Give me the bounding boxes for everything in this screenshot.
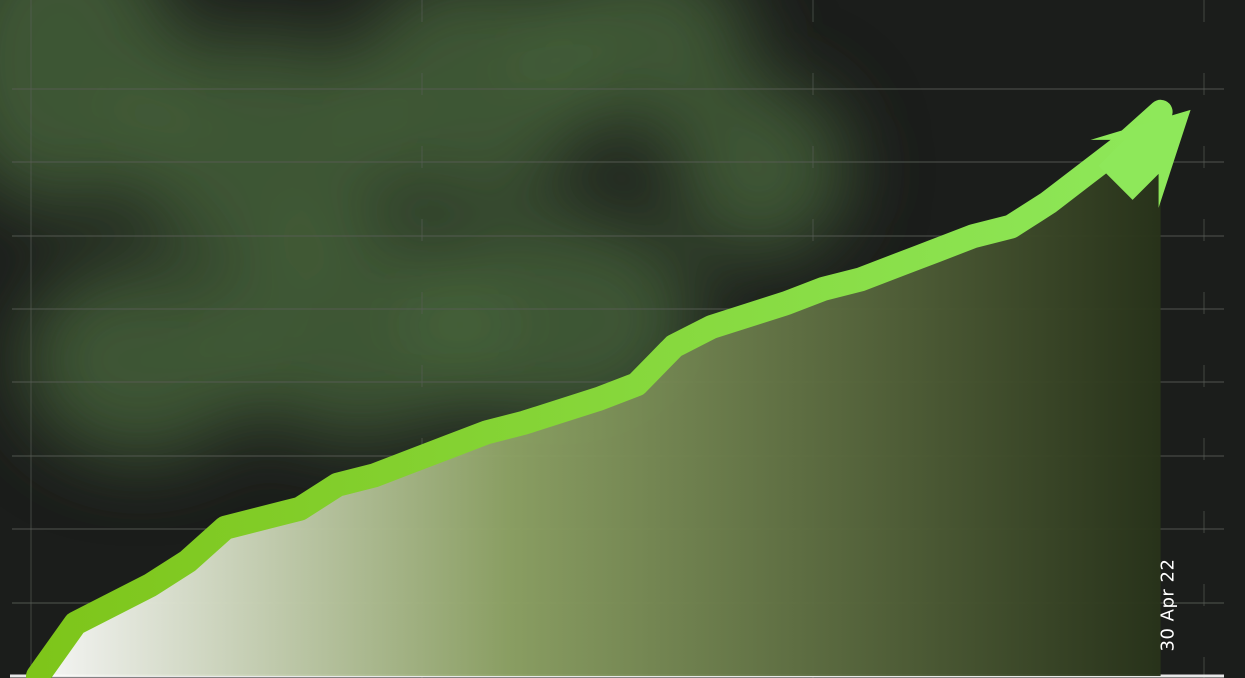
series-layer <box>26 99 1191 678</box>
texture-blob-4 <box>220 220 500 440</box>
texture-blob-3 <box>530 0 750 130</box>
texture-blob-7 <box>670 80 850 260</box>
area-fill <box>38 111 1161 677</box>
texture-blob-1 <box>130 30 390 270</box>
texture-blob-6 <box>20 260 260 460</box>
texture-blob-2 <box>350 0 590 210</box>
series-line <box>26 99 1173 678</box>
date-annotation: 30 Apr 22 <box>1157 558 1179 652</box>
arrow-up-right-icon <box>1090 109 1191 208</box>
